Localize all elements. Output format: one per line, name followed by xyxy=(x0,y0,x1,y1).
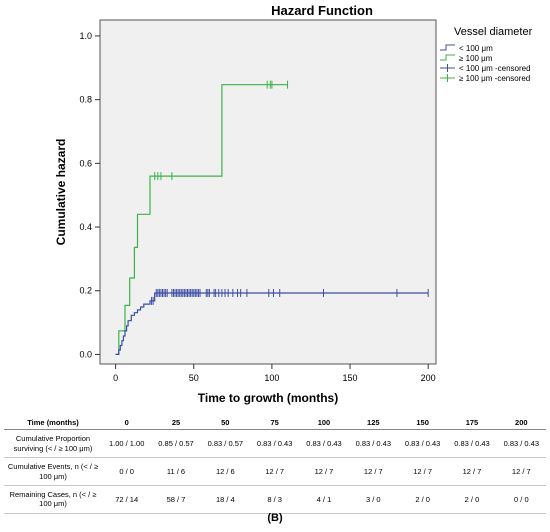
legend-entry-label: ≥ 100 μm xyxy=(459,54,493,63)
y-axis-label: Cumulative hazard xyxy=(54,139,68,246)
table-cell: 0.85 / 0.57 xyxy=(158,439,194,449)
table-cell: 0.83 / 0.43 xyxy=(355,439,392,449)
table-cell: 12 / 7 xyxy=(413,466,433,476)
legend-entry-label: < 100 μm -censored xyxy=(459,64,531,73)
table-time-header: 200 xyxy=(515,418,528,427)
table-cell: 11 / 6 xyxy=(166,466,186,476)
panel-label: (B) xyxy=(267,512,283,524)
table-cell: 0.83 / 0.57 xyxy=(207,439,244,449)
table-cell: 0.83 / 0.43 xyxy=(503,439,540,449)
table-cell: 12 / 7 xyxy=(265,466,285,476)
table-cell: 0 / 0 xyxy=(514,494,529,504)
hazard-chart: Hazard Function 0.0 0.2 0.4 0.6 0.8 1.0 0 50 10… xyxy=(54,3,533,405)
table-cell: 0.83 / 0.43 xyxy=(306,439,342,449)
table-time-header: 75 xyxy=(270,418,279,427)
x-tick-label: 100 xyxy=(264,373,279,383)
y-tick-label: 0.8 xyxy=(79,95,92,105)
table-cell: 4 / 1 xyxy=(316,494,332,504)
table-cell: 1.00 / 1.00 xyxy=(108,439,145,449)
y-axis: 0.0 0.2 0.4 0.6 0.8 1.0 xyxy=(79,31,100,359)
table-time-header: 125 xyxy=(367,418,380,427)
x-tick-label: 50 xyxy=(189,373,199,383)
table-cell: 12 / 7 xyxy=(511,466,531,476)
table-cell: 8 / 3 xyxy=(267,494,282,504)
table-cell: 12 / 7 xyxy=(314,466,334,476)
legend-line-swatch xyxy=(440,54,455,61)
y-tick-label: 0.4 xyxy=(79,222,92,232)
table-header-row: Time (months) 0 25 50 75 100 125 150 175 200 xyxy=(4,416,546,430)
legend-entry-label: < 100 μm xyxy=(459,44,493,53)
table-cell: 12 / 7 xyxy=(363,466,383,476)
legend-line-swatch xyxy=(440,44,455,51)
table-time-header: 0 xyxy=(124,418,129,427)
table-cell: 3 / 0 xyxy=(366,494,381,504)
table-cell: 0 / 0 xyxy=(119,466,134,476)
x-tick-label: 0 xyxy=(113,373,118,383)
life-table: Time (months) 0 25 50 75 100 125 150 175 200 Cum… xyxy=(4,416,546,514)
table-time-header: 50 xyxy=(221,418,230,427)
table-body: Cumulative Proportion surviving (< / ≥ 1… xyxy=(4,430,546,514)
legend-title: Vessel diameter xyxy=(454,26,533,38)
table-row-label: Remaining Cases, n (< / ≥ 100 μm) xyxy=(9,489,97,509)
series-line-0 xyxy=(115,292,429,355)
table-cell: 2 / 0 xyxy=(464,494,480,504)
table-cell: 72 / 14 xyxy=(115,494,139,504)
series-layer xyxy=(115,80,429,355)
table-cell: 12 / 6 xyxy=(215,466,235,476)
legend: Vessel diameter < 100 μm≥ 100 μm< 100 μm … xyxy=(440,26,533,83)
y-tick-label: 1.0 xyxy=(79,31,92,41)
x-tick-label: 150 xyxy=(343,373,358,383)
legend-entry-label: ≥ 100 μm -censored xyxy=(459,74,530,83)
table-row: Remaining Cases, n (< / ≥ 100 μm) 72 / 14… xyxy=(4,485,546,514)
table-cell: 0.83 / 0.43 xyxy=(256,439,293,449)
y-tick-label: 0.2 xyxy=(79,286,92,296)
x-tick-label: 200 xyxy=(421,373,436,383)
chart-title: Hazard Function xyxy=(271,3,373,18)
table-cell: 2 / 0 xyxy=(415,494,430,504)
table-cell: 0.83 / 0.43 xyxy=(454,439,490,449)
table-time-header: 100 xyxy=(317,418,331,427)
table-time-header: 175 xyxy=(465,418,479,427)
y-tick-label: 0.0 xyxy=(79,349,92,359)
x-axis: 0 50 100 150 200 xyxy=(113,364,436,383)
table-header-label: Time (months) xyxy=(27,418,79,427)
table-cell: 12 / 7 xyxy=(462,466,482,476)
table-time-header: 25 xyxy=(171,418,181,427)
table-time-header: 150 xyxy=(416,418,429,427)
x-axis-label: Time to growth (months) xyxy=(198,391,338,405)
table-cell: 18 / 4 xyxy=(215,494,235,504)
table-cell: 0.83 / 0.43 xyxy=(404,439,441,449)
y-tick-label: 0.6 xyxy=(79,158,92,168)
table-row: Cumulative Events, n (< / ≥ 100 μm) 0 / 0… xyxy=(4,458,546,486)
table-row: Cumulative Proportion surviving (< / ≥ 1… xyxy=(4,430,546,458)
table-row-label: Cumulative Proportion surviving (< / ≥ 1… xyxy=(13,434,93,453)
plot-area xyxy=(99,19,437,365)
table-row-label: Cumulative Events, n (< / ≥ 100 μm) xyxy=(7,462,99,481)
series-line-1 xyxy=(115,84,288,355)
table-cell: 58 / 7 xyxy=(166,494,186,504)
